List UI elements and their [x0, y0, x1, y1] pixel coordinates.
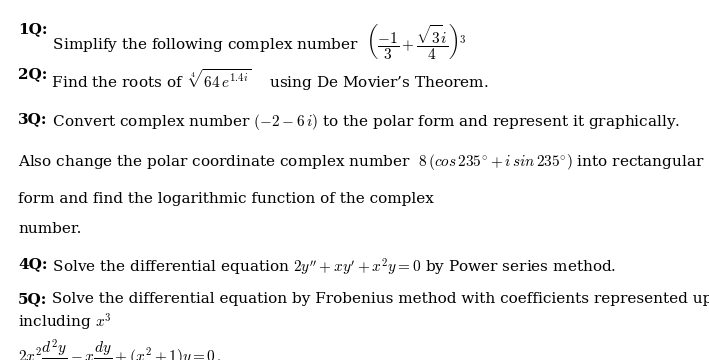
Text: 2Q:: 2Q:: [18, 67, 48, 81]
Text: Find the roots of  $\sqrt[4]{64\,e^{1.4i}}$    using De Movier’s Theorem.: Find the roots of $\sqrt[4]{64\,e^{1.4i}…: [48, 67, 489, 93]
Text: $2x^2\dfrac{d^2y}{dx^2} - x\dfrac{dy}{dx} + (x^2+1)y = 0\,.$: $2x^2\dfrac{d^2y}{dx^2} - x\dfrac{dy}{dx…: [18, 338, 222, 360]
Text: 5Q:: 5Q:: [18, 292, 48, 306]
Text: form and find the logarithmic function of the complex: form and find the logarithmic function o…: [18, 192, 434, 206]
Text: number.: number.: [18, 222, 82, 236]
Text: Solve the differential equation by Frobenius method with coefficients represente: Solve the differential equation by Frobe…: [48, 292, 709, 306]
Text: 3Q:: 3Q:: [18, 112, 48, 126]
Text: Convert complex number $(-2 - 6\,i)$ to the polar form and represent it graphica: Convert complex number $(-2 - 6\,i)$ to …: [48, 112, 680, 132]
Text: Also change the polar coordinate complex number  $8\,(\mathit{cos}\,235^{\circ}+: Also change the polar coordinate complex…: [18, 152, 705, 172]
Text: Solve the differential equation $2y'' + xy' + x^2y = 0$ by Power series method.: Solve the differential equation $2y'' + …: [48, 257, 616, 278]
Text: Simplify the following complex number  $\left(\dfrac{-1}{3}+\dfrac{\sqrt{3}i}{4}: Simplify the following complex number $\…: [48, 22, 467, 61]
Text: 4Q:: 4Q:: [18, 257, 48, 271]
Text: including $x^3$: including $x^3$: [18, 312, 111, 333]
Text: 1Q:: 1Q:: [18, 22, 48, 36]
